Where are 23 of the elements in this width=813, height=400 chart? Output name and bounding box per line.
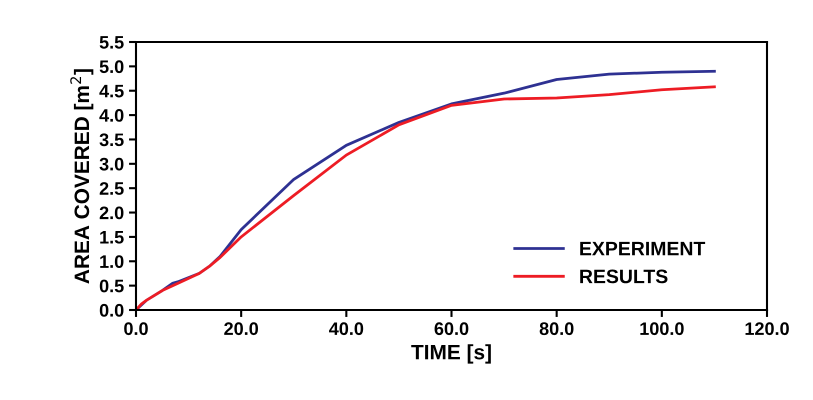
y-tick-label: 1.0 bbox=[100, 255, 124, 268]
x-tick-label: 40.0 bbox=[329, 322, 364, 336]
legend-label: RESULTS bbox=[580, 270, 668, 284]
y-axis-title: AREA COVERED [m$^{2}$] bbox=[70, 69, 94, 284]
y-tick-label: 5.5 bbox=[100, 36, 124, 49]
y-tick-label: 3.0 bbox=[100, 158, 124, 171]
x-tick-label: 80.0 bbox=[540, 322, 574, 336]
x-tick-label: 0.0 bbox=[124, 322, 148, 336]
x-axis-title: TIME [s] bbox=[411, 344, 491, 364]
y-tick-label: 1.5 bbox=[100, 231, 124, 244]
legend-label: EXPERIMENT bbox=[580, 242, 706, 256]
y-tick-label: 3.5 bbox=[100, 133, 124, 146]
y-tick-label: 0.5 bbox=[100, 280, 124, 292]
x-tick-label: 120.0 bbox=[746, 322, 789, 336]
y-tick-label: 5.0 bbox=[100, 60, 124, 74]
y-tick-label: 2.5 bbox=[100, 182, 124, 195]
x-tick-label: 60.0 bbox=[434, 322, 468, 336]
x-tick-label: 20.0 bbox=[224, 322, 258, 336]
y-tick-label: 0.0 bbox=[100, 304, 124, 317]
x-tick-label: 100.0 bbox=[640, 322, 684, 336]
y-tick-label: 4.0 bbox=[99, 109, 124, 122]
y-tick-label: 4.5 bbox=[99, 84, 124, 98]
y-tick-label: 2.0 bbox=[100, 206, 124, 220]
